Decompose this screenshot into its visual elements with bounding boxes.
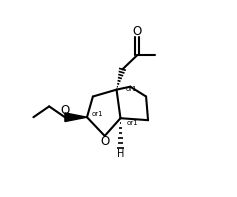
Text: or1: or1 <box>125 86 137 92</box>
Text: H: H <box>117 149 124 159</box>
Polygon shape <box>65 113 87 122</box>
Text: O: O <box>132 25 142 38</box>
Text: or1: or1 <box>127 120 138 125</box>
Text: O: O <box>61 104 70 117</box>
Text: O: O <box>100 135 109 148</box>
Text: or1: or1 <box>92 111 104 117</box>
